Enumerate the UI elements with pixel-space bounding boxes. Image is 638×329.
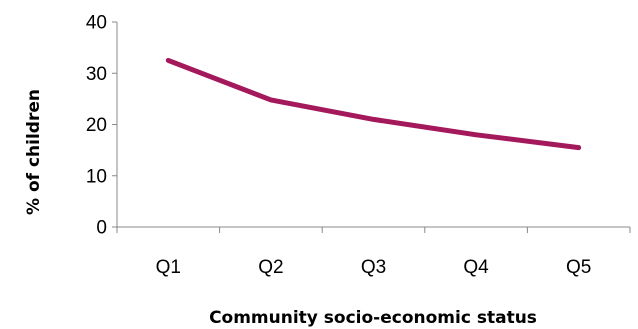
y-axis-title: % of children [24, 89, 44, 215]
x-tick-label: Q4 [463, 257, 489, 278]
x-axis-title: Community socio-economic status [209, 308, 537, 328]
series-line [165, 57, 582, 151]
y-tick-label: 0 [96, 218, 107, 239]
x-tick-label: Q3 [361, 257, 386, 278]
y-axis: 0 10 20 30 40 [86, 13, 118, 239]
x-tick-label: Q1 [156, 257, 181, 278]
y-tick-label: 40 [86, 13, 107, 34]
x-axis: Q1 Q2 Q3 Q4 Q5 [116, 226, 631, 278]
y-tick-label: 20 [86, 115, 107, 136]
x-tick-label: Q5 [566, 257, 591, 278]
y-tick-label: 30 [86, 64, 107, 85]
series-layer [165, 57, 582, 151]
y-tick-label: 10 [86, 166, 107, 187]
x-tick-label: Q2 [258, 257, 283, 278]
